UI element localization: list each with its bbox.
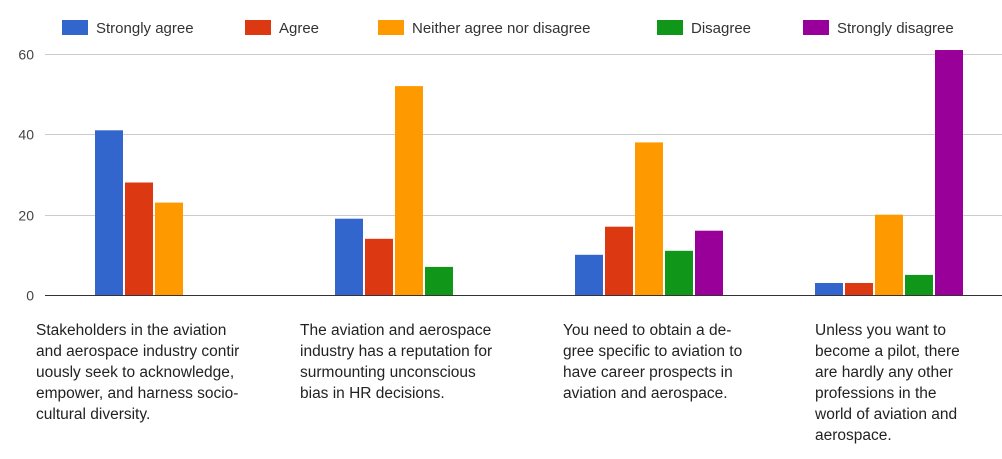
legend-item-neither-agree-nor-disagree: Neither agree nor disagree [378, 20, 590, 37]
category-label: You need to obtain a de- gree specific t… [563, 322, 743, 402]
legend-label: Strongly disagree [837, 20, 954, 37]
y-axis-ticks: 0 20 40 60 [18, 47, 34, 304]
legend-item-strongly-disagree: Strongly disagree [803, 20, 954, 37]
bar-disagree [425, 266, 453, 295]
bar-strongly-disagree [935, 50, 963, 295]
bar-neither-agree-nor-disagree [155, 202, 183, 295]
bar-strongly-agree [95, 130, 123, 295]
y-tick-label: 20 [18, 208, 34, 224]
legend-swatch [245, 20, 271, 35]
bar-neither-agree-nor-disagree [395, 86, 423, 295]
legend-item-agree: Agree [245, 20, 319, 37]
legend-label: Strongly agree [96, 20, 194, 37]
bar-disagree [905, 274, 933, 295]
legend-label: Agree [279, 20, 319, 37]
y-tick-label: 60 [18, 47, 34, 63]
bar-strongly-agree [575, 254, 603, 295]
legend-swatch [62, 20, 88, 35]
category-label: The aviation and aerospace industry has … [300, 322, 493, 402]
legend-item-strongly-agree: Strongly agree [62, 20, 194, 37]
legend-swatch [657, 20, 683, 35]
legend-swatch [803, 20, 829, 35]
gridlines [45, 54, 1002, 296]
legend-label: Neither agree nor disagree [412, 20, 590, 37]
bar-strongly-disagree [695, 230, 723, 295]
bar-agree [605, 226, 633, 295]
bar-neither-agree-nor-disagree [635, 142, 663, 295]
y-tick-label: 40 [18, 127, 34, 143]
category-label: Stakeholders in the aviation and aerospa… [36, 322, 240, 423]
bar-disagree [665, 250, 693, 295]
bar-agree [365, 238, 393, 295]
bars [95, 50, 963, 295]
legend-item-disagree: Disagree [657, 20, 751, 37]
bar-agree [845, 283, 873, 295]
bar-neither-agree-nor-disagree [875, 214, 903, 295]
y-tick-label: 0 [26, 288, 34, 304]
bar-strongly-agree [335, 218, 363, 295]
legend-label: Disagree [691, 20, 751, 37]
legend-swatch [378, 20, 404, 35]
bar-agree [125, 182, 153, 295]
category-label: Unless you want to become a pilot, there… [815, 322, 960, 444]
bar-strongly-agree [815, 283, 843, 295]
legend: Strongly agree Agree Neither agree nor dis… [62, 20, 954, 37]
